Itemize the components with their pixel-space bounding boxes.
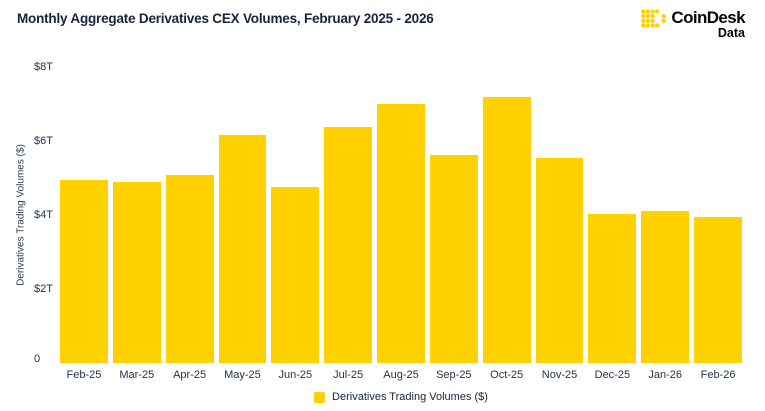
legend[interactable]: Derivatives Trading Volumes ($) <box>60 391 742 403</box>
bar-oct-25[interactable] <box>482 97 531 363</box>
legend-label: Derivatives Trading Volumes ($) <box>332 391 488 403</box>
coindesk-dots-icon <box>641 8 667 28</box>
bar-jul-25[interactable] <box>324 126 373 363</box>
bar-aug-25[interactable] <box>377 104 425 363</box>
x-tick-label: Jul-25 <box>333 369 364 381</box>
bar-mar-25[interactable] <box>112 182 161 363</box>
x-tick-label: Sep-25 <box>436 369 472 381</box>
y-axis-title: Derivatives Trading Volumes ($) <box>15 144 27 286</box>
bar-feb-25[interactable] <box>60 179 108 363</box>
plot-area <box>60 67 742 363</box>
bar-dec-25[interactable] <box>588 213 637 363</box>
bar-apr-25[interactable] <box>165 174 214 363</box>
coindesk-data-logo: CoinDesk Data <box>641 8 746 40</box>
legend-swatch <box>314 391 326 403</box>
logo-brand-text: CoinDesk <box>671 8 745 27</box>
x-tick-label: Dec-25 <box>594 369 631 381</box>
bar-may-25[interactable] <box>218 135 267 363</box>
chart-title: Monthly Aggregate Derivatives CEX Volume… <box>17 11 434 26</box>
bar-jun-25[interactable] <box>271 186 320 363</box>
x-tick-label: Mar-25 <box>119 369 155 381</box>
x-tick-label: Feb-25 <box>66 369 102 381</box>
y-tick-label: $4T <box>34 209 53 221</box>
logo-data-text: Data <box>717 26 745 40</box>
bar-nov-25[interactable] <box>535 158 584 363</box>
y-tick-label: 0 <box>34 353 41 365</box>
x-tick-label: May-25 <box>224 369 261 381</box>
y-tick-label: $8T <box>34 61 53 73</box>
x-tick-label: Nov-25 <box>541 369 578 381</box>
x-axis: Feb-25 Mar-25 Apr-25 May-25 Jun-25 Jul-25 Aug-… <box>60 369 742 381</box>
x-tick-label: Apr-25 <box>173 369 207 381</box>
x-tick-label: Oct-25 <box>490 369 524 381</box>
y-tick-label: $6T <box>34 135 53 147</box>
y-tick-label: $2T <box>34 283 53 295</box>
logo-row: CoinDesk <box>641 8 746 28</box>
bar-jan-26[interactable] <box>641 211 690 363</box>
bar-sep-25[interactable] <box>429 155 478 363</box>
x-tick-label: Jan-26 <box>648 369 683 381</box>
x-tick-label: Jun-25 <box>278 369 313 381</box>
bar-feb-26[interactable] <box>694 216 742 363</box>
x-tick-label: Feb-26 <box>700 369 736 381</box>
x-tick-label: Aug-25 <box>383 369 419 381</box>
